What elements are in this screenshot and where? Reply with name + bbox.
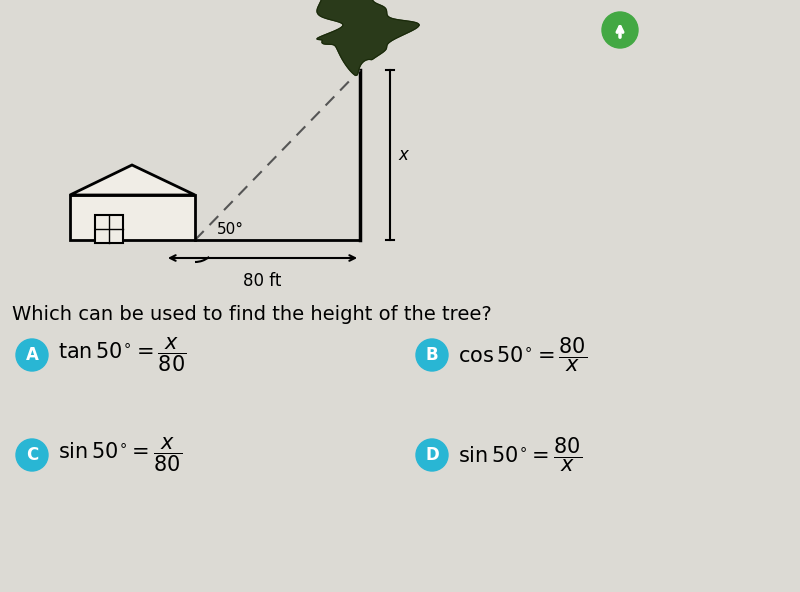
Text: $\tan50^{\circ}= \dfrac{x}{80}$: $\tan50^{\circ}= \dfrac{x}{80}$	[58, 336, 186, 374]
Circle shape	[16, 439, 48, 471]
Polygon shape	[70, 195, 195, 240]
Text: $\sin50^{\circ}= \dfrac{80}{x}$: $\sin50^{\circ}= \dfrac{80}{x}$	[458, 436, 582, 474]
Text: 80 ft: 80 ft	[243, 272, 282, 290]
Bar	[95, 215, 123, 243]
Text: B: B	[426, 346, 438, 364]
Text: Which can be used to find the height of the tree?: Which can be used to find the height of …	[12, 305, 492, 324]
Circle shape	[416, 339, 448, 371]
Text: 50°: 50°	[217, 222, 244, 237]
Circle shape	[602, 12, 638, 48]
Text: C: C	[26, 446, 38, 464]
Text: $\sin50^{\circ}= \dfrac{x}{80}$: $\sin50^{\circ}= \dfrac{x}{80}$	[58, 436, 182, 474]
Circle shape	[416, 439, 448, 471]
Text: A: A	[26, 346, 38, 364]
Polygon shape	[70, 165, 195, 195]
Text: $\cos50^{\circ}= \dfrac{80}{x}$: $\cos50^{\circ}= \dfrac{80}{x}$	[458, 336, 587, 374]
Circle shape	[16, 339, 48, 371]
Text: x: x	[398, 146, 408, 164]
Text: D: D	[425, 446, 439, 464]
Polygon shape	[317, 0, 419, 75]
